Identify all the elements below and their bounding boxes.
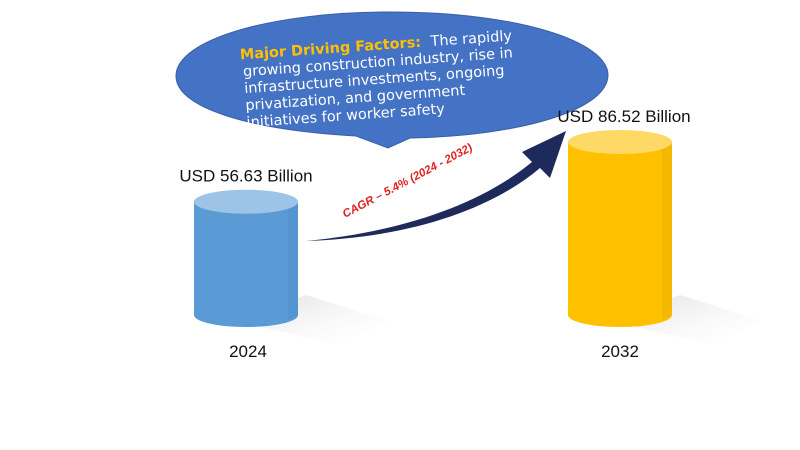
- bar-top: [568, 129, 672, 154]
- bar-2032: USD 86.52 Billion 2032: [557, 107, 762, 361]
- bar-shade: [288, 201, 298, 320]
- bars-group: USD 56.63 Billion 2024 USD 86.52 Billion 20…: [179, 107, 762, 361]
- growth-arrow: [306, 131, 566, 241]
- bar-body: [194, 201, 298, 327]
- growth-arrow-shape: [306, 131, 566, 241]
- callout-bubble: [175, 11, 609, 149]
- bar-category-label: 2032: [601, 342, 639, 361]
- bar-2024: USD 56.63 Billion 2024: [179, 167, 388, 361]
- bar-category-label: 2024: [229, 342, 267, 361]
- bar-body: [568, 141, 672, 327]
- callout-line-1-rest: The rapidly: [429, 28, 513, 50]
- bar-top: [194, 189, 298, 214]
- bar-value-label: USD 56.63 Billion: [179, 167, 312, 186]
- bar-value-label: USD 86.52 Billion: [557, 107, 690, 126]
- bar-shade: [662, 141, 672, 320]
- driving-factors-callout: Major Driving Factors: The rapidly growi…: [175, 11, 609, 149]
